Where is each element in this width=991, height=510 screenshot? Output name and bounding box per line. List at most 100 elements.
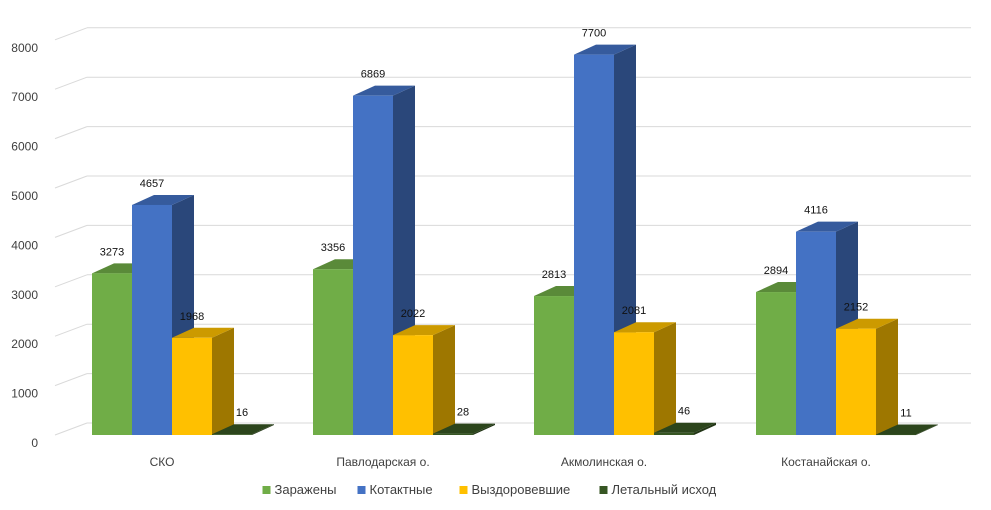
bars bbox=[92, 44, 938, 436]
gridline-depth bbox=[54, 175, 88, 189]
gridline-depth bbox=[54, 126, 88, 140]
legend-item: Котактные bbox=[357, 482, 433, 497]
bar bbox=[393, 325, 455, 435]
bar-front bbox=[92, 273, 132, 435]
legend-label: Летальный исход bbox=[612, 482, 717, 497]
bar-front bbox=[796, 231, 836, 435]
gridline-depth bbox=[54, 224, 88, 238]
bar bbox=[433, 423, 495, 435]
bar bbox=[212, 424, 274, 435]
bar-side bbox=[694, 422, 716, 435]
bar-front bbox=[614, 332, 654, 435]
bar-top bbox=[172, 327, 234, 338]
bar-side bbox=[876, 318, 898, 435]
bar-front bbox=[313, 269, 353, 435]
data-label: 6869 bbox=[361, 69, 385, 81]
data-label: 16 bbox=[236, 407, 248, 419]
gridline-depth bbox=[54, 373, 88, 387]
bar-top bbox=[212, 424, 274, 435]
bar-top bbox=[132, 194, 194, 205]
data-label: 28 bbox=[457, 407, 469, 419]
bar-front bbox=[534, 296, 574, 435]
bar-side bbox=[433, 325, 455, 435]
y-tick-label: 0 bbox=[31, 436, 38, 450]
legend-swatch bbox=[262, 486, 271, 494]
bar-top bbox=[614, 322, 676, 333]
legend-swatch bbox=[599, 486, 608, 494]
y-tick-label: 8000 bbox=[11, 41, 38, 55]
data-label: 46 bbox=[678, 406, 690, 418]
bar-front bbox=[433, 433, 473, 435]
data-label: 3273 bbox=[100, 246, 124, 258]
y-tick-label: 5000 bbox=[11, 189, 38, 203]
x-tick-label: Павлодарская о. bbox=[336, 455, 429, 469]
bar-front bbox=[876, 434, 916, 436]
data-label: 2081 bbox=[622, 305, 646, 317]
bar-side bbox=[916, 424, 938, 435]
bar-front bbox=[393, 335, 433, 435]
legend-item: Заражены bbox=[262, 482, 337, 497]
data-label: 7700 bbox=[582, 28, 606, 40]
bar-front bbox=[836, 328, 876, 435]
bar-side bbox=[212, 327, 234, 435]
bar-top bbox=[393, 325, 455, 336]
legend-swatch bbox=[357, 486, 366, 494]
data-label: 2152 bbox=[844, 302, 868, 314]
bar-top bbox=[353, 85, 415, 96]
data-label: 4657 bbox=[140, 178, 164, 190]
bar-front bbox=[654, 432, 694, 435]
x-tick-label: Костанайская о. bbox=[781, 455, 871, 469]
bar bbox=[614, 322, 676, 435]
gridline-depth bbox=[54, 76, 88, 90]
data-label: 11 bbox=[900, 407, 911, 419]
data-label: 1968 bbox=[180, 311, 204, 323]
data-label: 3356 bbox=[321, 242, 345, 254]
bar-side bbox=[252, 424, 274, 435]
y-tick-label: 2000 bbox=[11, 337, 38, 351]
y-tick-label: 3000 bbox=[11, 288, 38, 302]
x-axis-categories: СКО Павлодарская о. Акмолинская о. Костанай… bbox=[150, 455, 871, 469]
bar-front bbox=[353, 95, 393, 436]
gridline-depth bbox=[54, 323, 88, 337]
y-tick-label: 6000 bbox=[11, 140, 38, 154]
bar-front bbox=[132, 204, 172, 435]
legend-label: Выздоровевшие bbox=[472, 482, 571, 497]
bar-top bbox=[574, 44, 636, 55]
y-axis-ticks: 0 1000 2000 3000 4000 5000 6000 7000 8000 bbox=[11, 41, 38, 450]
bar-front bbox=[574, 54, 614, 436]
y-tick-label: 4000 bbox=[11, 238, 38, 252]
data-label: 2022 bbox=[401, 308, 425, 320]
bar-front bbox=[212, 434, 252, 435]
bar bbox=[876, 424, 938, 436]
bar-side bbox=[473, 423, 495, 435]
gridline-depth bbox=[54, 274, 88, 288]
y-tick-label: 7000 bbox=[11, 90, 38, 104]
legend-label: Котактные bbox=[370, 482, 433, 497]
bar-top bbox=[796, 221, 858, 232]
bar-top bbox=[433, 423, 495, 434]
gridline-depth bbox=[54, 27, 88, 41]
bar bbox=[654, 422, 716, 435]
bar-top bbox=[876, 424, 938, 435]
bar-front bbox=[756, 292, 796, 435]
bar bbox=[172, 327, 234, 435]
bar-front bbox=[172, 337, 212, 435]
data-label: 2894 bbox=[764, 265, 788, 277]
data-label: 2813 bbox=[542, 269, 566, 281]
x-tick-label: СКО bbox=[150, 455, 175, 469]
legend-label: Заражены bbox=[275, 482, 337, 497]
legend: Заражены Котактные Выздоровевшие Летальный … bbox=[262, 482, 717, 497]
legend-item: Выздоровевшие bbox=[459, 482, 571, 497]
x-tick-label: Акмолинская о. bbox=[561, 455, 647, 469]
bar-side bbox=[654, 322, 676, 435]
legend-swatch bbox=[459, 486, 468, 494]
bar-top bbox=[654, 422, 716, 433]
legend-item: Летальный исход bbox=[599, 482, 717, 497]
bar bbox=[836, 318, 898, 435]
data-labels: 3273 4657 1968 16 3356 6869 2022 28 2813 7700 2081… bbox=[100, 28, 912, 420]
data-label: 4116 bbox=[804, 205, 828, 217]
gridline-depth bbox=[54, 422, 88, 436]
bar-top bbox=[836, 318, 898, 329]
y-tick-label: 1000 bbox=[11, 387, 38, 401]
